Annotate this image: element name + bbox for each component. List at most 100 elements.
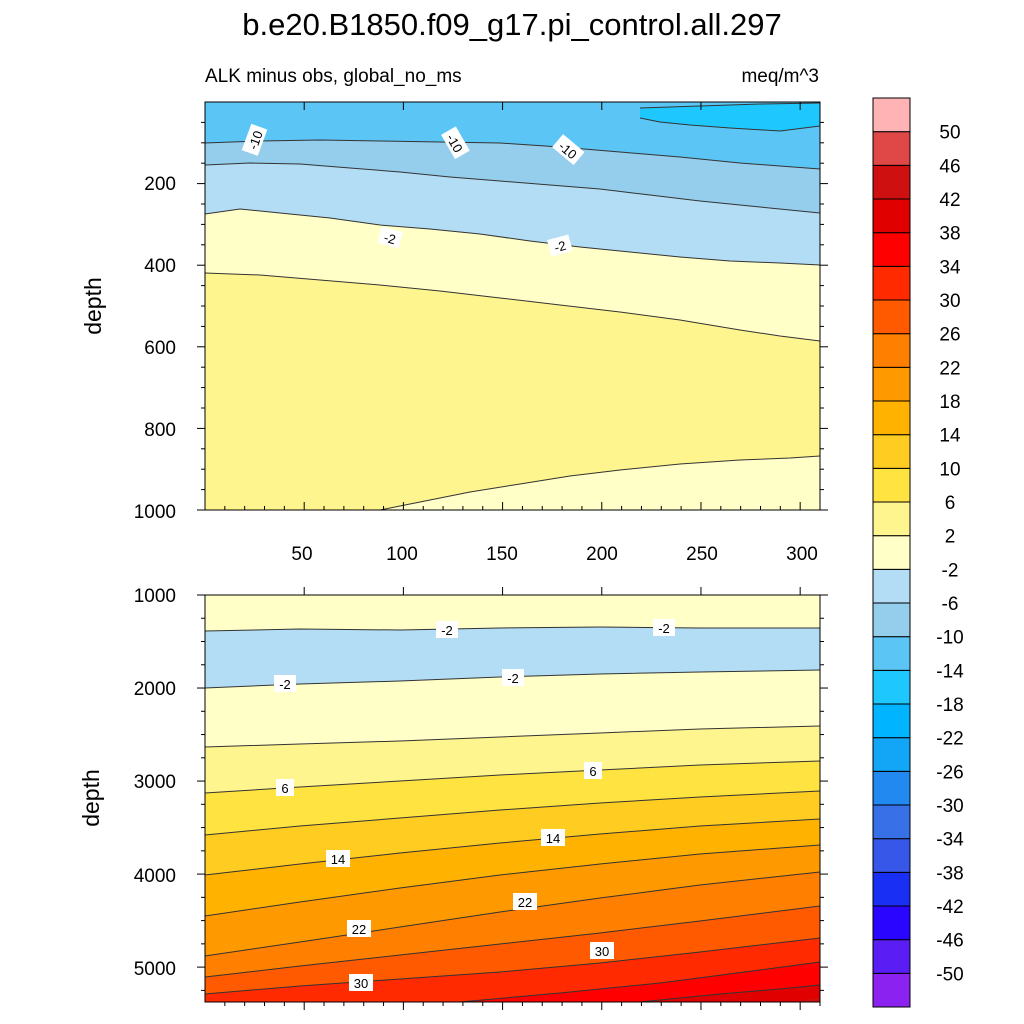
colorbar-label: -2 [942,560,959,581]
colorbar-label: -10 [936,628,963,649]
x-tick-label: 100 [386,544,418,565]
lower-contours [204,626,821,1003]
colorbar-box [872,366,911,402]
x-tick-label: 50 [291,544,312,565]
contour-label: 22 [518,895,532,910]
colorbar-box [872,568,911,604]
contour-label: 30 [595,944,609,959]
lower-contour-line [204,818,821,876]
colorbar-box [872,501,911,537]
colorbar-box [872,939,911,974]
x-tick-label: 200 [586,544,618,565]
upper-contour-labels: -10 -10 -10 -2 -2 [241,123,585,257]
y-tick-label: 600 [144,338,176,359]
colorbar-box [872,164,911,200]
colorbar-label: 26 [939,325,960,346]
colorbar-box [872,265,911,301]
lower-band-plus42 [790,998,820,1002]
lower-contour-line [204,844,821,917]
contour-label: 14 [331,852,345,867]
contour-label: -10 [245,129,266,152]
lower-contour-line [204,626,820,632]
contour-label: -2 [507,671,519,686]
lower-y-tick-labels: 1000 2000 3000 4000 5000 [134,586,176,980]
lower-contour-line [204,871,821,957]
lower-contour-labels: -2 -2 -2 -2 6 6 14 14 22 22 30 30 [274,619,675,991]
chart-title: b.e20.B1850.f09_g17.pi_control.all.297 [242,7,782,42]
colorbar-box [872,602,911,638]
upper-panel: -10 -10 -10 -2 -2 200 400 600 800 1000 5… [80,101,828,565]
upper-band-deep-minus2 [380,456,820,510]
colorbar-box [872,232,911,267]
colorbar-label: -50 [936,964,963,985]
colorbar-box [872,737,911,772]
colorbar-label: -6 [942,594,959,615]
lower-band-minus6 [205,627,820,688]
colorbar-box [872,972,911,1008]
colorbar-label: 14 [939,426,961,447]
colorbar-label: -14 [936,661,964,682]
lower-panel: -2 -2 -2 -2 6 6 14 14 22 22 30 30 1000 2… [78,586,828,1010]
colorbar-boxes [872,97,911,1008]
upper-contour-line [379,455,821,511]
colorbar-label: 34 [939,257,961,278]
lower-contour-line [204,669,821,689]
colorbar-box [872,333,911,368]
colorbar-label: -42 [936,897,963,918]
lower-contour-line [204,905,821,978]
upper-contour-line [204,162,821,214]
upper-contour-line [204,208,821,266]
y-tick-label: 800 [144,420,176,441]
colorbar-label: 50 [939,123,960,144]
lower-contour-line [204,725,821,748]
y-tick-label: 3000 [134,772,176,793]
colorbar-label: -18 [936,695,963,716]
colorbar-box [872,467,911,503]
colorbar-box [872,703,911,739]
lower-contour-line [204,937,821,995]
contour-label: -2 [279,677,291,692]
lower-ticks [197,587,828,1010]
colorbar-box [872,770,911,806]
colorbar-box [872,636,911,671]
lower-contour-line [459,961,821,1003]
colorbar-label: -22 [936,729,963,750]
colorbar-label: 22 [939,358,960,379]
colorbar-label: 46 [939,156,960,177]
upper-contour-line [639,102,821,109]
upper-contour-line [204,139,821,170]
colorbar-label: -38 [936,863,963,884]
colorbar-label: 30 [939,291,960,312]
colorbar-box [872,871,911,907]
contour-label: 22 [352,922,366,937]
lower-y-axis-label: depth [78,769,104,827]
colorbar-label: -34 [936,830,964,851]
upper-contour-line [204,272,821,342]
colorbar-box [872,838,911,873]
y-tick-label: 1000 [134,586,176,607]
upper-y-tick-labels: 200 400 600 800 1000 [134,174,176,523]
colorbar-box [872,198,911,234]
colorbar-box [872,97,911,133]
colorbar-box [872,905,911,941]
contour-label: -2 [441,623,453,638]
y-tick-label: 4000 [134,866,176,887]
colorbar-label: 2 [945,527,956,548]
lower-contour-line [204,760,821,794]
contour-label: -2 [658,621,670,636]
upper-contour-line [639,117,821,132]
colorbar-labels: -50-46-42-38-34-30-26-22-18-14-10-6-2261… [936,123,964,986]
colorbar-label: 38 [939,224,960,245]
colorbar-box [872,299,911,335]
colorbar: -50-46-42-38-34-30-26-22-18-14-10-6-2261… [872,97,964,1008]
y-tick-label: 2000 [134,679,176,700]
contour-label: 6 [281,781,288,796]
upper-ticks [197,102,828,511]
y-tick-label: 200 [144,174,176,195]
upper-y-axis-label: depth [80,277,106,335]
contour-label: -2 [553,238,568,255]
x-tick-label: 250 [686,544,718,565]
x-tick-labels: 50 100 150 200 250 300 [291,544,817,565]
lower-contour-line [204,790,821,836]
